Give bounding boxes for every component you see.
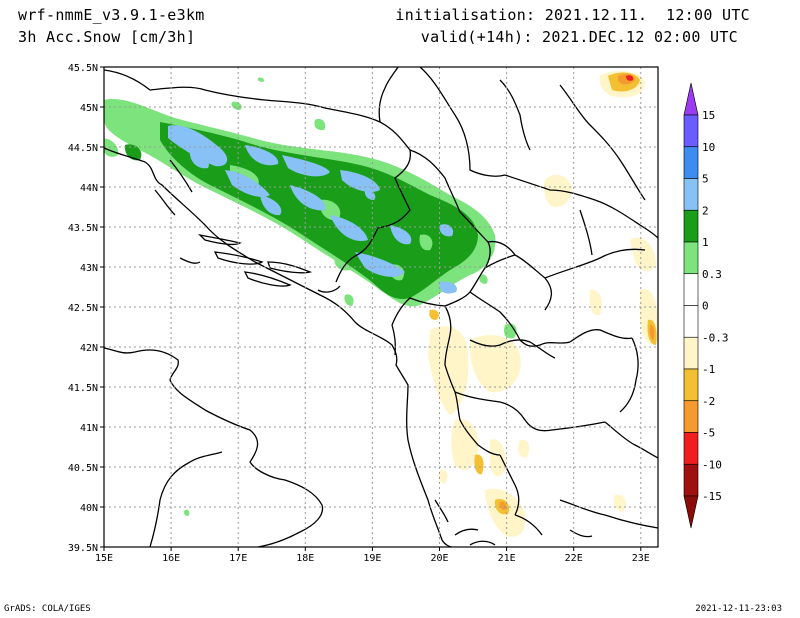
colorbar-label: -5 <box>702 427 715 440</box>
axis-ticks <box>100 66 642 551</box>
footer-credit: GrADS: COLA/IGES <box>4 604 91 614</box>
lon-label-18E: 18E <box>296 553 314 564</box>
colorbar-label: -15 <box>702 490 722 503</box>
longitude-labels: 15E 16E 17E 18E 19E 20E 21E 22E 23E <box>95 553 650 564</box>
snow-light-blue-areas <box>168 125 457 294</box>
lon-label-17E: 17E <box>229 553 247 564</box>
colorbar-label: 5 <box>702 173 709 186</box>
colorbar-label: 1 <box>702 236 709 249</box>
lat-label-44N: 44N <box>80 183 98 194</box>
colorbar-label: 0.3 <box>702 268 722 281</box>
colorbar-segment <box>683 336 699 370</box>
colorbar-segment <box>683 463 699 497</box>
grid-lines <box>104 67 658 547</box>
colorbar-label: 15 <box>702 109 715 122</box>
snow-decrease-medium-areas <box>429 72 657 515</box>
colorbar-label: -2 <box>702 395 715 408</box>
lon-label-23E: 23E <box>632 553 650 564</box>
lon-label-22E: 22E <box>565 553 583 564</box>
init-time: initialisation: 2021.12.11. 12:00 UTC <box>395 6 750 24</box>
map-area <box>104 67 658 547</box>
lat-label-42.5N: 42.5N <box>68 303 98 314</box>
lon-label-15E: 15E <box>95 553 113 564</box>
colorbar-bottom-arrow <box>683 495 699 529</box>
footer-timestamp: 2021-12-11-23:03 <box>695 604 782 614</box>
lat-label-41.5N: 41.5N <box>68 383 98 394</box>
lat-label-40N: 40N <box>80 503 98 514</box>
latitude-labels: 45.5N 45N 44.5N 44N 43.5N 43N 42.5N 42N 41.5N 41N… <box>68 63 98 554</box>
colorbar-label: 2 <box>702 204 709 217</box>
lat-label-40.5N: 40.5N <box>68 463 98 474</box>
lat-label-41N: 41N <box>80 423 98 434</box>
lon-label-19E: 19E <box>363 553 381 564</box>
colorbar-segment <box>683 368 699 402</box>
colorbar-segment <box>683 114 699 148</box>
snow-decrease-light-areas <box>428 70 658 537</box>
colorbar-label: -1 <box>702 363 715 376</box>
lon-label-20E: 20E <box>430 553 448 564</box>
colorbar-label: -0.3 <box>702 331 729 344</box>
colorbar-label: 10 <box>702 141 715 154</box>
lat-label-43.5N: 43.5N <box>68 223 98 234</box>
colorbar-label: 0 <box>702 300 709 313</box>
colorbar-segment <box>683 432 699 465</box>
lon-label-16E: 16E <box>162 553 180 564</box>
lon-label-21E: 21E <box>498 553 516 564</box>
colorbar-top-arrow <box>683 82 699 116</box>
valid-time: valid(+14h): 2021.DEC.12 02:00 UTC <box>420 28 738 46</box>
colorbar: 15 10 5 2 1 0.3 0 -0.3 -1 -2 -5 -10 -15 <box>683 82 729 529</box>
colorbar-segment <box>683 273 699 306</box>
colorbar-label: -10 <box>702 458 722 471</box>
model-title: wrf-nmmE_v3.9.1-e3km <box>18 6 205 24</box>
colorbar-segment <box>683 178 699 211</box>
lat-label-39.5N: 39.5N <box>68 543 98 554</box>
lat-label-42N: 42N <box>80 343 98 354</box>
borders-and-coastlines <box>104 67 658 547</box>
colorbar-segment <box>683 400 699 433</box>
lat-label-44.5N: 44.5N <box>68 143 98 154</box>
field-title: 3h Acc.Snow [cm/3h] <box>18 28 196 46</box>
lat-label-45.5N: 45.5N <box>68 63 98 74</box>
colorbar-segment <box>683 146 699 179</box>
colorbar-segment <box>683 241 699 275</box>
colorbar-segment <box>683 209 699 243</box>
lat-label-43N: 43N <box>80 263 98 274</box>
colorbar-segment <box>683 305 699 338</box>
lat-label-45N: 45N <box>80 103 98 114</box>
